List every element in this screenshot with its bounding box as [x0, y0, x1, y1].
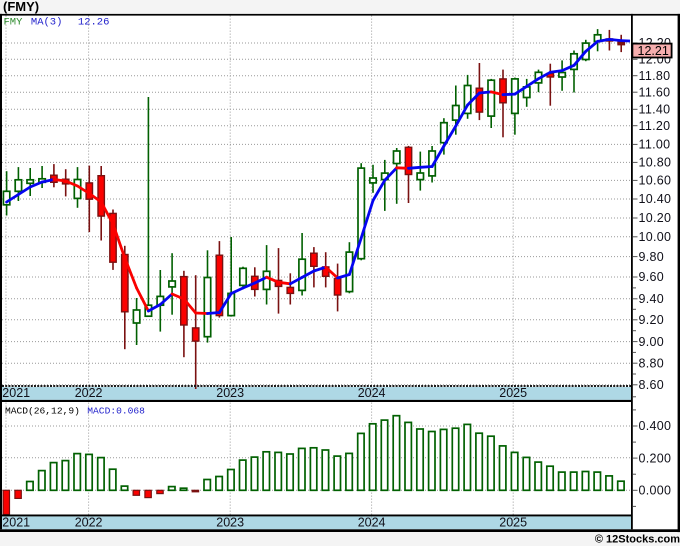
svg-text:12.26: 12.26 — [78, 16, 110, 28]
svg-text:10.40: 10.40 — [639, 192, 672, 206]
svg-text:11.60: 11.60 — [639, 85, 671, 99]
svg-text:10.80: 10.80 — [639, 156, 672, 170]
svg-text:2024: 2024 — [358, 516, 386, 530]
svg-text:2022: 2022 — [75, 516, 103, 530]
svg-text:2023: 2023 — [216, 516, 244, 530]
svg-text:10.00: 10.00 — [639, 230, 672, 244]
svg-text:11.00: 11.00 — [639, 138, 671, 152]
svg-text:0.200: 0.200 — [639, 451, 672, 465]
svg-text:9.20: 9.20 — [639, 313, 665, 327]
svg-text:9.80: 9.80 — [639, 250, 665, 264]
svg-text:2023: 2023 — [216, 386, 244, 400]
svg-text:MA(3): MA(3) — [31, 16, 63, 28]
svg-text:10.60: 10.60 — [639, 174, 672, 188]
svg-text:8.80: 8.80 — [639, 356, 665, 370]
svg-text:10.20: 10.20 — [639, 211, 672, 225]
svg-text:2022: 2022 — [75, 386, 103, 400]
svg-text:11.20: 11.20 — [639, 119, 671, 133]
svg-text:9.40: 9.40 — [639, 292, 665, 306]
svg-text:2025: 2025 — [499, 516, 527, 530]
svg-text:11.40: 11.40 — [639, 103, 671, 117]
svg-text:0.000: 0.000 — [639, 484, 672, 498]
svg-text:11.80: 11.80 — [639, 69, 671, 83]
svg-text:0.400: 0.400 — [639, 419, 672, 433]
svg-text:2024: 2024 — [358, 386, 386, 400]
svg-text:FMY: FMY — [4, 16, 24, 28]
svg-text:MACD(26,12,9): MACD(26,12,9) — [5, 406, 80, 417]
svg-text:9.00: 9.00 — [639, 335, 665, 349]
svg-text:2021: 2021 — [2, 516, 30, 530]
svg-text:(FMY): (FMY) — [3, 0, 39, 14]
svg-text:12.21: 12.21 — [638, 44, 669, 58]
svg-text:9.60: 9.60 — [639, 270, 665, 284]
svg-text:© 12Stocks.com: © 12Stocks.com — [595, 533, 680, 545]
svg-text:2025: 2025 — [499, 386, 527, 400]
svg-text:MACD:0.068: MACD:0.068 — [87, 406, 145, 417]
svg-text:8.60: 8.60 — [639, 378, 665, 392]
svg-text:2021: 2021 — [2, 386, 30, 400]
